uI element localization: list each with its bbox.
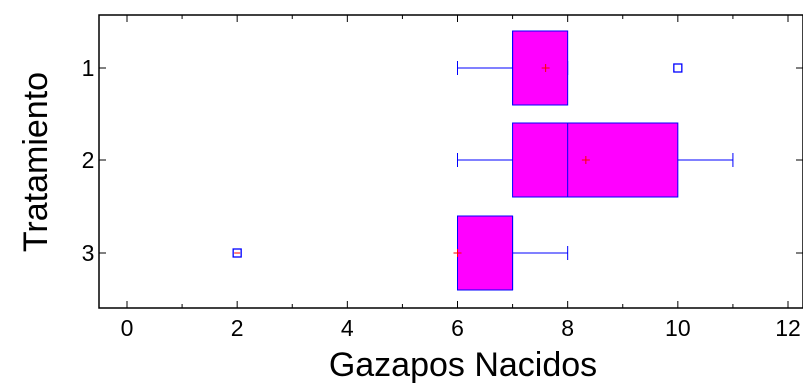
x-tick-label: 2 [231, 315, 244, 341]
box-group-1 [457, 30, 683, 106]
iqr-box [512, 122, 679, 198]
y-tick-label: 2 [82, 147, 95, 173]
iqr-box [512, 30, 569, 106]
y-tick-label: 1 [82, 55, 95, 81]
x-tick-label: 12 [775, 315, 801, 341]
x-tick-label: 6 [451, 315, 464, 341]
box-group-3 [232, 215, 569, 291]
chart-marks [232, 30, 734, 291]
plot-frame [98, 14, 803, 309]
y-tick-label: 3 [82, 240, 95, 266]
x-tick-label: 4 [341, 315, 354, 341]
x-tick-label: 8 [561, 315, 574, 341]
box-group-2 [457, 122, 734, 198]
outlier-point [673, 63, 683, 73]
outlier-point [232, 248, 242, 258]
y-axis-ticks: 1 2 3 [82, 55, 803, 266]
x-tick-label: 0 [121, 315, 134, 341]
y-axis-title: Tratamiento [17, 72, 55, 252]
iqr-box [457, 215, 514, 291]
x-tick-label: 10 [665, 315, 691, 341]
x-axis-ticks: 0 2 4 6 8 10 12 [121, 15, 801, 341]
x-axis-title: Gazapos Nacidos [329, 346, 597, 384]
